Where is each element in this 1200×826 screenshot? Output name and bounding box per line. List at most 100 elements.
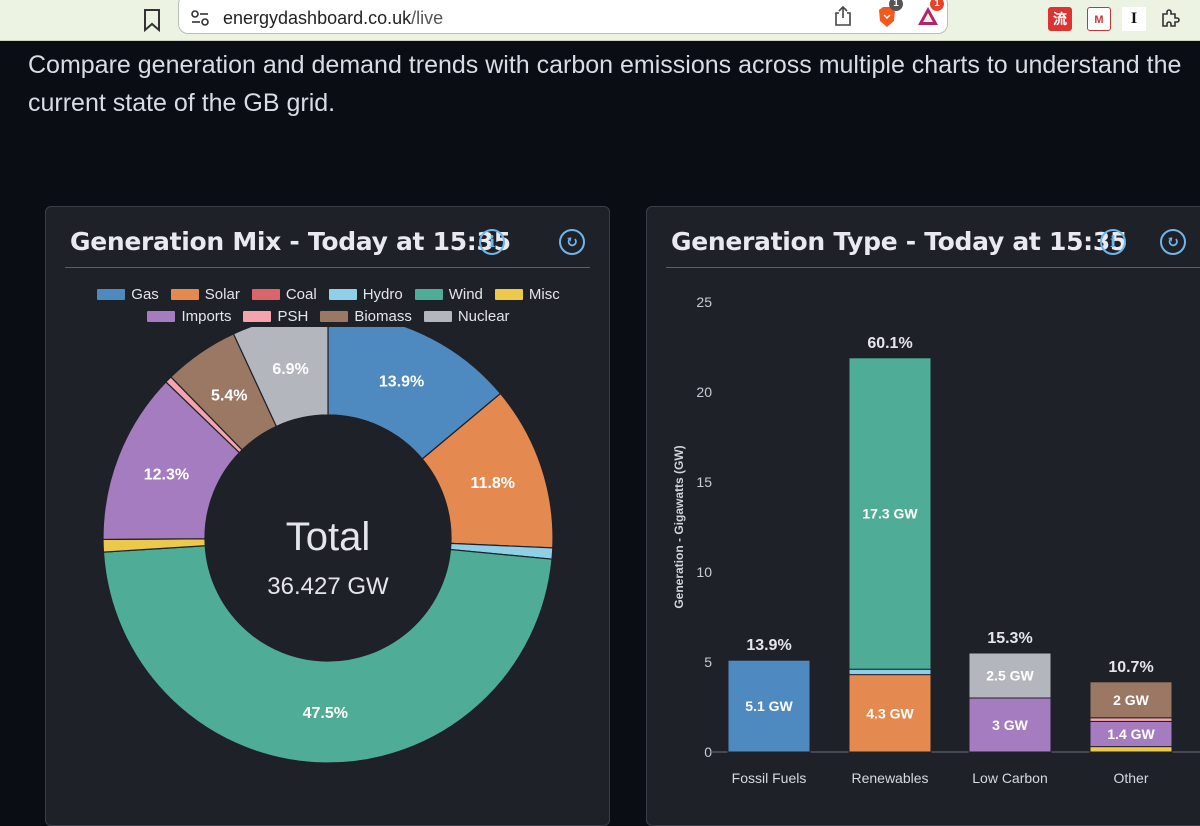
legend-label: Biomass — [354, 307, 412, 325]
bar-segment-wind[interactable] — [848, 357, 932, 670]
bar-segment-imports[interactable] — [1089, 720, 1173, 748]
bar-segment-label: 3 GW — [992, 717, 1029, 733]
browser-toolbar: energydashboard.co.uk/live 1 1 流 M I — [0, 0, 1200, 41]
legend-swatch — [170, 288, 199, 300]
legend-item-misc[interactable]: Misc — [494, 285, 560, 303]
legend-item-coal[interactable]: Coal — [251, 285, 317, 303]
legend-item-hydro[interactable]: Hydro — [328, 285, 403, 303]
legend-item-wind[interactable]: Wind — [414, 285, 483, 303]
bar-total-label: 15.3% — [987, 630, 1032, 647]
legend-item-biomass[interactable]: Biomass — [320, 308, 412, 325]
refresh-icon[interactable]: ↻ — [559, 229, 585, 255]
bar-total-label: 60.1% — [867, 335, 912, 352]
bar-segment-label: 2 GW — [1113, 692, 1150, 708]
legend-label: Hydro — [362, 285, 403, 303]
pie-slice-label: 12.3% — [144, 466, 189, 483]
donut-center-title: Total — [286, 515, 371, 559]
x-category-label: Renewables — [851, 770, 928, 786]
legend-swatch — [414, 288, 443, 300]
legend-label: PSH — [277, 307, 309, 325]
legend-label: Gas — [131, 285, 159, 303]
legend-swatch — [243, 310, 272, 322]
shields-badge: 1 — [889, 0, 903, 11]
legend-label: Misc — [528, 285, 560, 303]
legend-item-nuclear[interactable]: Nuclear — [423, 307, 510, 325]
site-settings-icon[interactable] — [191, 10, 209, 26]
extensions-puzzle-icon[interactable] — [1158, 7, 1182, 31]
pie-slice-label: 11.8% — [471, 475, 515, 492]
legend-item-gas[interactable]: Gas — [97, 286, 159, 303]
url-text[interactable]: energydashboard.co.uk/live — [223, 8, 443, 29]
x-category-label: Low Carbon — [972, 770, 1048, 786]
bar-segment-psh[interactable] — [1089, 717, 1173, 722]
y-tick-label: 25 — [696, 294, 712, 310]
legend-label: Coal — [285, 285, 317, 303]
legend-label: Nuclear — [457, 307, 510, 325]
y-tick-label: 15 — [696, 474, 712, 490]
legend-item-imports[interactable]: Imports — [147, 308, 231, 325]
pie-legend: Gas Solar Coal Hydro Wind Misc Imports PSH Biom… — [46, 283, 611, 327]
x-category-label: Fossil Fuels — [732, 770, 807, 786]
legend-swatch — [251, 288, 280, 300]
extension-icon-3[interactable]: I — [1122, 7, 1146, 31]
bar-segment-label: 5.1 GW — [745, 698, 793, 714]
intro-line-1: Compare generation and demand trends wit… — [28, 51, 1182, 79]
brave-rewards-icon[interactable] — [916, 5, 940, 27]
bookmark-icon[interactable] — [141, 8, 163, 32]
pie-slice-label: 6.9% — [272, 361, 308, 378]
donut-center-value: 36.427 GW — [267, 573, 389, 600]
legend-item-psh[interactable]: PSH — [243, 308, 308, 325]
legend-label: Imports — [181, 307, 232, 325]
extension-icon-2[interactable]: M — [1087, 7, 1111, 31]
generation-type-bar-chart: 0 5 10 15 20 25 Generation - Gigawatts (GW) 5.1… — [672, 294, 1200, 786]
bar-segment-label: 2.5 GW — [986, 668, 1034, 684]
y-tick-label: 0 — [704, 744, 712, 760]
legend-swatch — [97, 288, 126, 300]
bar-segment-hydro[interactable] — [848, 668, 932, 676]
y-tick-label: 10 — [696, 564, 712, 580]
brave-shields-icon[interactable] — [876, 5, 898, 29]
bar-segment-label: 1.4 GW — [1107, 726, 1155, 742]
legend-label: Solar — [204, 285, 240, 303]
generation-mix-title: Generation Mix - Today at 15:35 — [70, 227, 511, 256]
extension-icon-1[interactable]: 流 — [1048, 7, 1072, 31]
bar-total-label: 10.7% — [1108, 659, 1153, 676]
legend-swatch — [147, 310, 176, 322]
bar-segment-label: 4.3 GW — [866, 705, 914, 721]
pie-slice-label: 5.4% — [211, 388, 247, 405]
share-icon[interactable] — [834, 5, 852, 27]
bar-segment-nuclear[interactable] — [968, 652, 1052, 699]
generation-mix-donut-chart: 13.9% 11.8% 47.5% 12.3% 5.4% 6.9% Total 36.427 … — [102, 327, 554, 764]
info-icon[interactable]: i — [479, 229, 505, 255]
y-tick-label: 20 — [696, 384, 712, 400]
generation-type-card: Generation Type - Today at 15:35 i ↻ 0 5 1… — [646, 206, 1200, 826]
generation-mix-card: Generation Mix - Today at 15:35 i ↻ Gas S… — [45, 206, 610, 826]
intro-text: Compare generation and demand trends wit… — [28, 46, 1200, 122]
legend-swatch — [494, 288, 523, 300]
bar-segment-label: 17.3 GW — [862, 506, 918, 522]
bar-segment-misc[interactable] — [1089, 746, 1173, 753]
y-axis-title: Generation - Gigawatts (GW) — [672, 445, 686, 608]
card-divider — [65, 267, 590, 268]
legend-swatch — [423, 310, 452, 322]
pie-slice-wind[interactable] — [102, 545, 553, 764]
pie-slice-label: 13.9% — [379, 373, 424, 390]
legend-row: Gas Solar Coal Hydro Wind Misc — [46, 283, 611, 305]
legend-item-solar[interactable]: Solar — [170, 285, 240, 303]
legend-swatch — [320, 310, 349, 322]
menu-icon[interactable] — [1192, 7, 1200, 31]
card-divider — [666, 267, 1200, 268]
x-category-label: Other — [1113, 770, 1148, 786]
bar-segment-biomass[interactable] — [1089, 681, 1173, 719]
intro-line-2: current state of the GB grid. — [28, 89, 336, 117]
bar-segment-solar[interactable] — [848, 674, 932, 753]
legend-row: Imports PSH Biomass Nuclear — [46, 305, 611, 327]
info-icon[interactable]: i — [1100, 229, 1126, 255]
url-path: /live — [411, 8, 444, 28]
refresh-icon[interactable]: ↻ — [1160, 229, 1186, 255]
bar-total-label: 13.9% — [746, 637, 791, 654]
pie-slice-nuclear[interactable] — [232, 327, 329, 428]
bar-segment-gas[interactable] — [727, 659, 811, 753]
legend-label: Wind — [448, 285, 483, 303]
address-bar[interactable]: energydashboard.co.uk/live 1 1 — [178, 0, 948, 34]
